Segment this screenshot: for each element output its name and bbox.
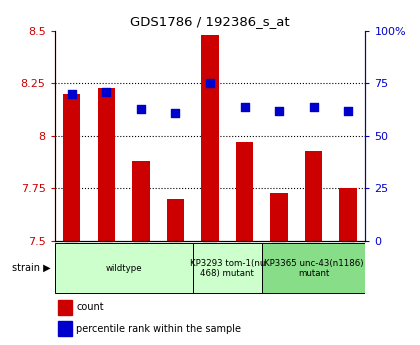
Point [276, 108, 282, 114]
Bar [305, 150, 322, 241]
Point [310, 104, 317, 109]
Bar [58, 321, 72, 336]
Bar [236, 142, 253, 241]
Point [207, 81, 213, 86]
Bar [339, 188, 357, 241]
Text: strain ▶: strain ▶ [12, 263, 50, 273]
Point [345, 108, 352, 114]
Text: percentile rank within the sample: percentile rank within the sample [76, 324, 241, 334]
Point [241, 104, 248, 109]
Bar [167, 199, 184, 241]
Bar [270, 193, 288, 241]
Point [68, 91, 75, 97]
Bar [132, 161, 150, 241]
Bar [55, 244, 193, 293]
Title: GDS1786 / 192386_s_at: GDS1786 / 192386_s_at [130, 16, 290, 29]
Bar [262, 244, 365, 293]
Text: wildtype: wildtype [105, 264, 142, 273]
Text: count: count [76, 302, 104, 312]
Bar [58, 300, 72, 315]
Bar [201, 35, 219, 241]
Point [138, 106, 144, 111]
Text: KP3293 tom-1(nu
468) mutant: KP3293 tom-1(nu 468) mutant [189, 258, 265, 278]
Text: KP3365 unc-43(n1186)
mutant: KP3365 unc-43(n1186) mutant [264, 258, 363, 278]
Bar [98, 88, 115, 241]
Bar [63, 94, 81, 241]
Point [172, 110, 179, 116]
Point [103, 89, 110, 95]
Bar [193, 244, 262, 293]
